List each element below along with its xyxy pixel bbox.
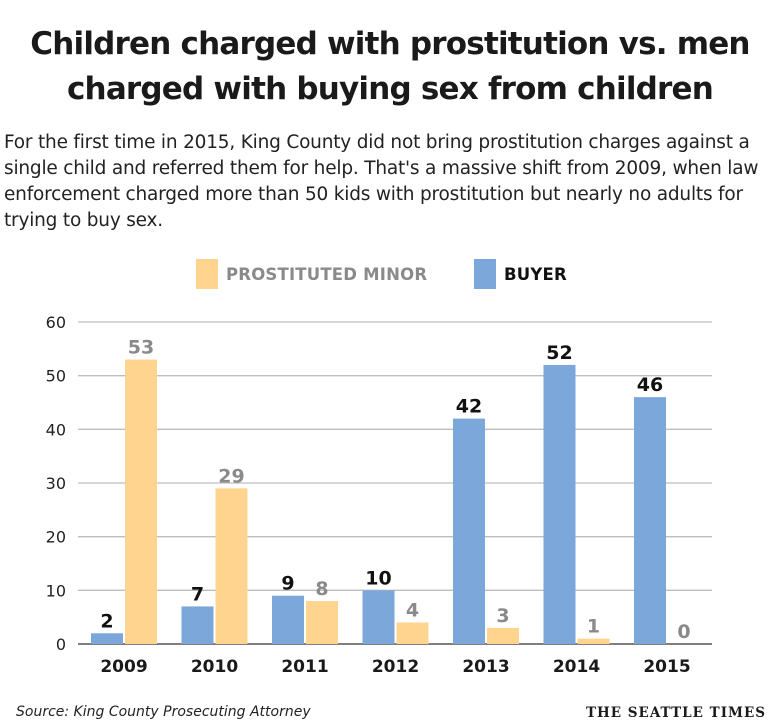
bar-buyer bbox=[543, 364, 576, 644]
x-tick-label: 2014 bbox=[553, 657, 600, 677]
x-tick-label: 2010 bbox=[191, 657, 238, 677]
legend-item-buyer: BUYER bbox=[474, 259, 567, 289]
y-tick-label: 20 bbox=[46, 528, 66, 547]
data-label-buyer: 10 bbox=[365, 567, 391, 589]
y-tick-label: 10 bbox=[46, 581, 66, 600]
bar-minor bbox=[487, 627, 519, 644]
data-label-minor: 3 bbox=[496, 605, 509, 627]
data-label-minor: 8 bbox=[315, 578, 328, 600]
data-label-buyer: 42 bbox=[456, 396, 482, 418]
data-label-minor: 4 bbox=[406, 600, 419, 622]
bar-minor bbox=[396, 622, 429, 644]
bar-minor bbox=[577, 638, 610, 644]
chart-title: Children charged with prostitution vs. m… bbox=[30, 26, 750, 107]
legend-swatch-minor bbox=[196, 259, 218, 289]
bar-buyer bbox=[181, 606, 214, 644]
x-tick-label: 2013 bbox=[462, 657, 509, 677]
x-tick-label: 2011 bbox=[281, 657, 328, 677]
bar-buyer bbox=[272, 595, 304, 644]
publisher-logo: THE SEATTLE TIMES bbox=[585, 705, 766, 721]
bar-minor bbox=[215, 488, 248, 644]
data-label-minor: 1 bbox=[587, 616, 600, 638]
bar-buyer bbox=[362, 590, 395, 644]
bar-minor bbox=[125, 359, 157, 644]
x-tick-label: 2009 bbox=[100, 657, 147, 677]
data-label-buyer: 46 bbox=[637, 374, 663, 396]
x-tick-label: 2012 bbox=[372, 657, 419, 677]
data-label-buyer: 52 bbox=[546, 342, 572, 364]
source-note: Source: King County Prosecuting Attorney bbox=[16, 704, 311, 720]
data-label-buyer: 9 bbox=[281, 573, 294, 595]
bar-buyer bbox=[453, 418, 485, 644]
legend-swatch-buyer bbox=[474, 259, 496, 289]
bar-buyer bbox=[91, 633, 123, 644]
legend-label-buyer: BUYER bbox=[504, 264, 567, 284]
chart-subtitle: For the first time in 2015, King County … bbox=[4, 132, 759, 231]
data-label-minor: 29 bbox=[218, 465, 244, 487]
y-tick-label: 60 bbox=[46, 313, 66, 332]
y-tick-label: 50 bbox=[46, 367, 66, 386]
data-label-buyer: 2 bbox=[100, 610, 113, 632]
legend-item-minor: PROSTITUTED MINOR bbox=[196, 259, 427, 289]
data-label-minor: 0 bbox=[677, 621, 690, 643]
bar-minor bbox=[306, 601, 338, 644]
x-tick-label: 2015 bbox=[643, 657, 690, 677]
y-tick-label: 40 bbox=[46, 420, 66, 439]
y-tick-label: 30 bbox=[46, 474, 66, 493]
bar-buyer bbox=[634, 397, 666, 644]
legend-label-minor: PROSTITUTED MINOR bbox=[226, 264, 428, 284]
y-tick-label: 0 bbox=[56, 635, 66, 654]
data-label-minor: 53 bbox=[128, 337, 154, 359]
data-label-buyer: 7 bbox=[191, 583, 204, 605]
